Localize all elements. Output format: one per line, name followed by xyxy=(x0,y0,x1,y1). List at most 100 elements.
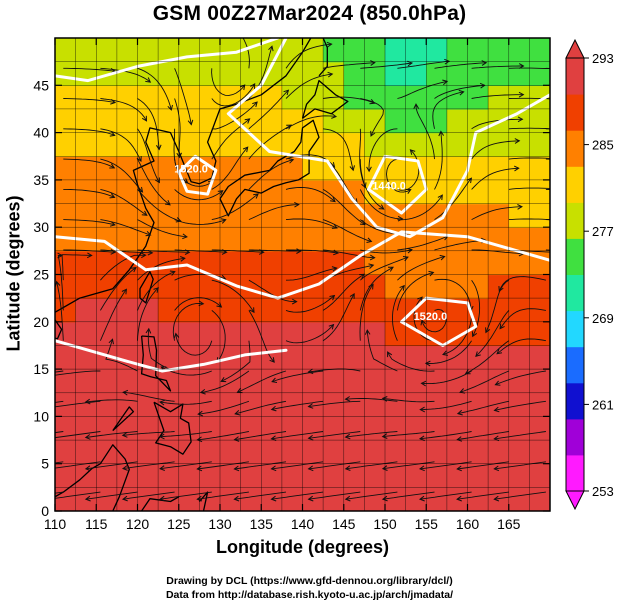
streamline-arrow xyxy=(364,329,371,335)
field-cell xyxy=(467,203,489,228)
field-cell xyxy=(446,38,469,63)
x-tick-label: 165 xyxy=(497,516,521,532)
field-cell xyxy=(158,345,180,370)
field-cell xyxy=(240,345,262,370)
field-cell xyxy=(405,440,427,465)
streamline-arrow xyxy=(12,436,17,441)
streamline-arrow xyxy=(233,465,240,472)
field-cell xyxy=(405,345,427,370)
streamline xyxy=(122,491,175,500)
field-cell xyxy=(96,250,118,276)
field-cell xyxy=(343,38,365,63)
streamline-arrow xyxy=(12,466,17,471)
streamline-arrow xyxy=(145,77,152,83)
field-cell xyxy=(261,416,283,441)
x-tick-label: 110 xyxy=(44,516,67,532)
streamline xyxy=(397,60,450,69)
streamline xyxy=(419,431,472,440)
field-cell xyxy=(116,250,139,276)
field-cell xyxy=(178,274,200,299)
streamline xyxy=(460,370,509,393)
streamline-arrow xyxy=(420,380,427,387)
field-cell xyxy=(529,298,550,323)
field-cell xyxy=(96,132,118,157)
field-cell xyxy=(75,416,97,441)
streamline xyxy=(123,391,175,402)
field-cell xyxy=(199,440,221,465)
field-cell xyxy=(116,203,139,228)
field-cell xyxy=(96,487,118,511)
x-tick-label: 120 xyxy=(126,516,150,532)
field-cell xyxy=(343,392,365,418)
streamline xyxy=(323,128,354,171)
field-cell xyxy=(488,440,510,465)
field-cell xyxy=(261,274,283,299)
field-cell xyxy=(385,203,407,228)
streamline xyxy=(235,400,287,415)
streamline-arrow xyxy=(86,252,93,259)
field-cell xyxy=(446,463,469,488)
field-cell xyxy=(281,321,304,347)
field-cell xyxy=(220,203,242,228)
field-cell xyxy=(261,345,283,370)
streamline-arrow xyxy=(159,495,165,502)
streamline-arrow xyxy=(556,127,561,132)
field-cell xyxy=(75,250,97,276)
streamline xyxy=(100,98,147,122)
streamline xyxy=(471,94,524,99)
streamline-arrow xyxy=(496,348,503,355)
field-cell xyxy=(75,179,97,205)
field-cell xyxy=(405,38,427,63)
field-cell xyxy=(385,250,407,276)
streamline-arrow xyxy=(399,284,405,291)
streamline xyxy=(285,324,334,344)
field-cell xyxy=(199,85,221,110)
streamline-arrow xyxy=(381,495,388,502)
streamline-arrow xyxy=(331,223,338,229)
field-cell xyxy=(261,227,283,252)
field-cell xyxy=(323,487,345,511)
streamline-arrow xyxy=(49,436,54,441)
coastline xyxy=(301,79,349,119)
streamline-arrow xyxy=(145,327,152,334)
field-cell xyxy=(405,179,427,205)
field-cell xyxy=(364,345,386,370)
field-cell xyxy=(55,132,77,157)
field-cell xyxy=(240,61,262,86)
field-cell xyxy=(488,85,510,110)
field-cell xyxy=(488,345,510,370)
field-cell xyxy=(178,203,200,228)
streamline-arrow xyxy=(307,495,314,502)
streamline xyxy=(122,461,175,470)
field-cell xyxy=(467,369,489,394)
streamline xyxy=(508,127,550,130)
streamline-arrow xyxy=(288,158,295,164)
field-cell xyxy=(199,298,221,323)
streamline xyxy=(137,128,160,183)
x-tick-label: 140 xyxy=(291,516,315,532)
field-cell xyxy=(323,298,345,323)
streamline xyxy=(495,370,546,386)
streamline xyxy=(137,67,172,111)
field-cell xyxy=(240,392,262,418)
field-cell xyxy=(55,61,77,86)
streamline-arrow xyxy=(329,294,336,301)
field-cell xyxy=(426,61,448,86)
field-cell xyxy=(240,108,262,134)
field-cell xyxy=(199,250,221,276)
streamline xyxy=(475,310,510,357)
streamline-arrow xyxy=(250,83,256,89)
field-cell xyxy=(199,321,221,347)
contour-label: 1520.0 xyxy=(174,163,208,175)
field-cell xyxy=(75,38,97,63)
streamline xyxy=(55,491,101,499)
field-cell xyxy=(488,179,510,205)
field-cell xyxy=(137,487,159,511)
streamline xyxy=(382,431,435,438)
field-cell xyxy=(508,156,530,181)
field-cell xyxy=(137,463,159,488)
streamline xyxy=(308,431,361,439)
field-cell xyxy=(302,298,324,323)
field-cell xyxy=(488,487,510,511)
field-cell xyxy=(96,369,118,394)
